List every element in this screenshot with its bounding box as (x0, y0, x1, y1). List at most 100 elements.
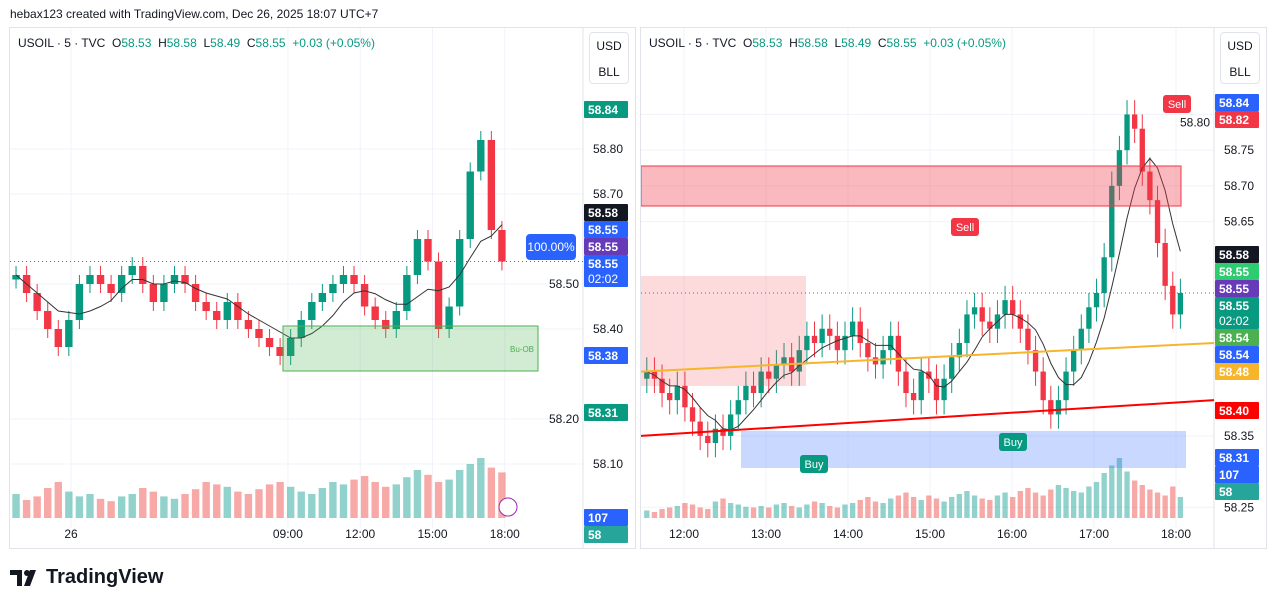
candle-body (202, 302, 210, 311)
volume-bar (107, 501, 115, 518)
volume-bar (667, 507, 673, 518)
volume-bar (1078, 492, 1084, 518)
volume-bar (956, 494, 963, 518)
sell-signal-label: Sell (956, 222, 974, 234)
volume-bar (1002, 492, 1008, 518)
lightning-icon (498, 497, 518, 517)
left-chart-pane[interactable]: USOIL · 5 · TVC O58.53 H58.58 L58.49 C58… (9, 27, 636, 549)
volume-bar (65, 491, 73, 518)
candle-body (1025, 328, 1031, 351)
candle-body (1162, 243, 1168, 286)
candle-body (1177, 293, 1184, 315)
sell-signal-label: Sell (1168, 99, 1186, 111)
price-label: 58.58 (588, 206, 618, 220)
price-label-bg (584, 221, 628, 238)
price-label: 58.31 (1219, 451, 1249, 465)
volume-bar (659, 509, 665, 518)
candle-body (659, 378, 665, 393)
candle-body (1078, 328, 1084, 351)
candle-body (54, 329, 62, 347)
y-tick-label: 58.40 (593, 322, 623, 336)
candle-body (213, 311, 221, 320)
volume-bar (1025, 488, 1031, 518)
right-chart-canvas[interactable]: 58.80 58.75 58.70 58.65 58.35 58.25 12:00 13:00… (641, 28, 1266, 548)
countdown-label: 02:02 (1219, 314, 1249, 328)
y-tick-label: 58.50 (549, 277, 579, 291)
volume-bar (33, 496, 41, 518)
y-tick-label: 58.20 (549, 412, 579, 426)
close-value: 58.55 (886, 36, 917, 50)
candle-body (1071, 350, 1077, 372)
price-label: 58.31 (588, 406, 618, 420)
left-chart-canvas[interactable]: 58.80 58.70 58.50 58.40 58.20 58.10 26 09:00 12:… (10, 28, 635, 548)
volume-bar (1116, 458, 1123, 518)
candle-body (96, 275, 105, 284)
volume-bar (819, 503, 825, 518)
volume-bar (1017, 491, 1023, 518)
unit-selector[interactable]: USD BLL (1220, 32, 1260, 84)
volume-bar (371, 482, 379, 518)
candle-body (1063, 371, 1069, 401)
candle-body (413, 239, 422, 275)
change-value: +0.03 (+0.05%) (292, 36, 375, 50)
buy-signal-label: Buy (1004, 437, 1023, 449)
price-label-bg (1215, 94, 1259, 111)
price-label: 58.55 (1219, 265, 1249, 279)
order-block-label: Bu-OB (510, 345, 534, 354)
candle-body (382, 320, 390, 329)
volume-bar (705, 509, 711, 518)
candle-body (804, 335, 810, 351)
tradingview-logo[interactable]: TradingView (10, 566, 163, 589)
signal-badge (951, 218, 979, 236)
volume-bar (44, 488, 52, 518)
x-tick-label: 12:00 (345, 527, 375, 541)
price-label-bg (584, 347, 628, 364)
candle-body (276, 347, 284, 356)
volume-bar (487, 467, 496, 518)
symbol-legend: USOIL · 5 · TVC O58.53 H58.58 L58.49 C58… (18, 36, 375, 50)
volume-bar (644, 510, 650, 518)
currency-label: USD (1227, 39, 1253, 53)
symbol-legend: USOIL · 5 · TVC O58.53 H58.58 L58.49 C58… (649, 36, 1006, 50)
volume-bar (857, 500, 863, 518)
volume-bar (1177, 497, 1184, 518)
candle-body (796, 350, 802, 372)
candle-body (339, 275, 348, 284)
open-label: O (743, 36, 753, 50)
volume-bar (1139, 485, 1145, 518)
volume-bar (1109, 465, 1115, 518)
price-label: 58.84 (1219, 96, 1249, 110)
candle-body (1048, 400, 1054, 415)
candle-body (360, 284, 369, 307)
price-label: 107 (588, 511, 608, 525)
volume-bar (339, 484, 348, 518)
volume-bar (651, 512, 658, 518)
volume-bar (86, 494, 94, 518)
candle-body (971, 307, 978, 315)
y-tick-label: 58.70 (1224, 179, 1254, 193)
volume-bar (811, 501, 818, 518)
volume-bar (1131, 480, 1138, 518)
candle-body (888, 335, 894, 351)
price-label: 58.55 (588, 223, 618, 237)
volume-bar (834, 507, 841, 518)
candle-body (44, 311, 52, 329)
y-tick-label: 58.25 (1224, 500, 1254, 514)
unit-selector[interactable]: USD BLL (589, 32, 629, 84)
candle-body (1055, 400, 1062, 415)
volume-bar (743, 506, 749, 518)
volume-bar (1040, 495, 1046, 518)
candle-body (1154, 200, 1161, 243)
y-tick-label: 58.10 (593, 457, 623, 471)
candle-body (903, 371, 909, 393)
signal-badge (1163, 95, 1191, 113)
volume-bar (1063, 488, 1069, 518)
volume-bar (1101, 473, 1107, 518)
candle-body (743, 385, 749, 401)
right-chart-pane[interactable]: USOIL · 5 · TVC O58.53 H58.58 L58.49 C58… (640, 27, 1267, 549)
volume-bar (842, 504, 848, 518)
candle-body (712, 428, 719, 443)
candle-body (964, 314, 970, 343)
volume-bar (949, 497, 955, 518)
candle-body (1131, 114, 1138, 129)
